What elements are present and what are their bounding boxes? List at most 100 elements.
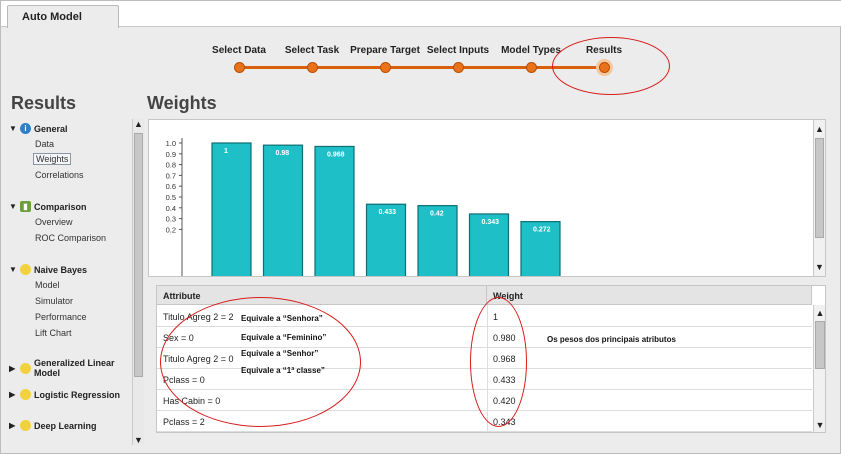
nav-group-comparison[interactable]: ▼ ▮ Comparison <box>9 201 87 212</box>
nav-group-logistic-regression[interactable]: ▶ Logistic Regression <box>9 389 120 400</box>
nav-item-correlations[interactable]: Correlations <box>35 170 84 180</box>
y-tick-label: 0.6 <box>166 182 176 191</box>
expand-right-icon: ▶ <box>9 390 16 399</box>
cell-weight: 0.980 <box>493 333 516 343</box>
nav-item-lift-chart[interactable]: Lift Chart <box>35 328 72 338</box>
cell-weight: 1 <box>493 312 499 322</box>
step-dot-results[interactable] <box>599 62 610 73</box>
bar-value-label: 0.272 <box>533 227 551 234</box>
bar-value-label: 0.343 <box>482 219 500 226</box>
nav-group-label: Logistic Regression <box>34 389 121 400</box>
nav-group-label: Deep Learning <box>34 420 97 431</box>
step-dot-select-task[interactable] <box>307 62 318 73</box>
cell-weight: 0.343 <box>493 417 516 427</box>
sidebar-scroll-thumb[interactable] <box>134 133 143 377</box>
bar <box>417 205 458 276</box>
page-title: Weights <box>147 93 217 113</box>
lightbulb-icon <box>20 264 31 275</box>
table-row[interactable]: Sex = 0 0.980 <box>157 327 812 348</box>
cell-attribute: Pclass = 2 <box>163 417 205 427</box>
step-select-task[interactable]: Select Task <box>284 45 340 56</box>
step-dot-select-data[interactable] <box>234 62 245 73</box>
nav-group-glm[interactable]: ▶ Generalized Linear Model <box>9 358 143 378</box>
lightbulb-icon <box>20 420 31 431</box>
bar-value-label: 0.42 <box>430 211 444 218</box>
table-row[interactable]: Titulo Agreg 2 = 2 1 <box>157 306 812 327</box>
nav-group-naive-bayes[interactable]: ▼ Naive Bayes <box>9 264 87 275</box>
cell-weight: 0.420 <box>493 396 516 406</box>
bar-value-label: 0.433 <box>379 209 397 216</box>
bar <box>314 145 355 276</box>
expand-down-icon: ▼ <box>9 202 17 211</box>
bar <box>520 221 561 276</box>
nav-group-label: General <box>34 123 68 134</box>
table-row[interactable]: Pclass = 2 0.343 <box>157 411 812 432</box>
cell-attribute: Sex = 0 <box>163 333 194 343</box>
step-results[interactable]: Results <box>585 45 623 56</box>
weights-table: Attribute Weight Titulo Agreg 2 = 2 1 Sex … <box>156 285 826 433</box>
nav-item-simulator[interactable]: Simulator <box>35 296 74 306</box>
tab-auto-model[interactable]: Auto Model <box>7 5 119 28</box>
lightbulb-icon <box>20 389 31 400</box>
y-tick-label: 0.4 <box>166 204 176 213</box>
annotation-primeira-classe: Equivale a “1ª classe” <box>241 366 325 375</box>
nav-item-model[interactable]: Model <box>35 280 60 290</box>
expand-right-icon: ▶ <box>9 421 16 430</box>
scroll-down-icon[interactable]: ▼ <box>815 262 824 272</box>
expand-down-icon: ▼ <box>9 124 17 133</box>
nav-group-label: Comparison <box>34 201 87 212</box>
table-row[interactable]: Titulo Agreg 2 = 0 0.968 <box>157 348 812 369</box>
step-model-types[interactable]: Model Types <box>501 45 561 56</box>
nav-item-data[interactable]: Data <box>35 139 55 149</box>
cell-attribute: Has Cabin = 0 <box>163 396 221 406</box>
scroll-up-icon[interactable]: ▲ <box>815 124 824 134</box>
chart-scrollbar[interactable]: ▲ ▼ <box>813 120 825 276</box>
y-tick-label: 0.9 <box>166 150 176 159</box>
bar-value-label: 0.968 <box>327 151 345 158</box>
column-header-weight[interactable]: Weight <box>487 286 812 305</box>
column-header-attribute[interactable]: Attribute <box>157 286 487 305</box>
weights-bar-chart: 1.0 0.9 0.80.7 0.6 0.5 0.4 0.30.2 1 0.98 0.968 0.4… <box>166 138 561 276</box>
nav-item-overview[interactable]: Overview <box>35 217 73 227</box>
scroll-up-icon[interactable]: ▲ <box>134 119 143 129</box>
annotation-feminino: Equivale a “Feminino” <box>241 333 327 342</box>
table-row[interactable]: Has Cabin = 0 0.420 <box>157 390 812 411</box>
bar <box>262 144 304 276</box>
sidebar-title: Results <box>11 93 77 113</box>
info-icon: i <box>20 123 31 134</box>
scroll-down-icon[interactable]: ▼ <box>134 435 143 445</box>
workflow-steps: Select Data Select Task Prepare Target S… <box>1 28 841 86</box>
nav-item-weights[interactable]: Weights <box>33 153 72 165</box>
cell-weight: 0.433 <box>493 375 516 385</box>
results-nav: ▼ i General Data Weights Correlations ▼ … <box>9 119 143 447</box>
comparison-icon: ▮ <box>20 201 31 212</box>
nav-group-label: Generalized Linear Model <box>34 358 115 378</box>
step-select-inputs[interactable]: Select Inputs <box>426 45 490 56</box>
y-tick-label: 0.5 <box>166 193 176 202</box>
chart-scroll-thumb[interactable] <box>815 138 824 238</box>
nav-item-performance[interactable]: Performance <box>35 312 87 322</box>
workflow-track <box>238 66 604 69</box>
scroll-up-icon[interactable]: ▲ <box>815 308 825 318</box>
step-prepare-target[interactable]: Prepare Target <box>350 45 420 56</box>
bar-value-label: 1 <box>224 148 228 155</box>
nav-group-general[interactable]: ▼ i General <box>9 123 68 134</box>
annotation-pesos: Os pesos dos principais atributos <box>547 335 676 344</box>
table-row[interactable]: Pclass = 0 0.433 <box>157 369 812 390</box>
bar <box>211 142 252 276</box>
nav-group-label: Naive Bayes <box>34 264 88 275</box>
table-scrollbar[interactable]: ▲ ▼ <box>813 305 825 432</box>
step-dot-select-inputs[interactable] <box>453 62 464 73</box>
nav-group-deep-learning[interactable]: ▶ Deep Learning <box>9 420 97 431</box>
annotation-senhor: Equivale a “Senhor” <box>241 349 319 358</box>
cell-attribute: Titulo Agreg 2 = 2 <box>163 312 234 322</box>
sidebar-scrollbar[interactable]: ▲ ▼ <box>132 119 144 445</box>
step-dot-model-types[interactable] <box>526 62 537 73</box>
lightbulb-icon <box>20 362 31 374</box>
cell-attribute: Titulo Agreg 2 = 0 <box>163 354 234 364</box>
scroll-down-icon[interactable]: ▼ <box>815 420 825 430</box>
step-select-data[interactable]: Select Data <box>212 45 266 56</box>
step-dot-prepare-target[interactable] <box>380 62 391 73</box>
nav-item-roc-comparison[interactable]: ROC Comparison <box>35 233 107 243</box>
table-scroll-thumb[interactable] <box>815 321 825 369</box>
